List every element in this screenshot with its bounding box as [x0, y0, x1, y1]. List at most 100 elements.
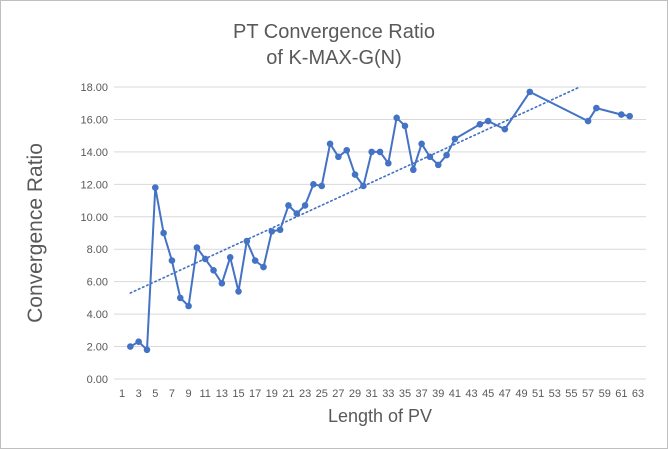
x-tick-label: 45 — [482, 388, 494, 400]
data-point — [343, 146, 351, 154]
y-tick-label: 10.00 — [80, 212, 108, 224]
x-tick-label: 51 — [532, 388, 544, 400]
x-axis-title: Length of PV — [328, 406, 432, 426]
data-point — [593, 104, 600, 112]
data-point — [484, 117, 492, 125]
x-tick-label: 39 — [432, 388, 444, 400]
y-tick-label: 12.00 — [80, 179, 108, 191]
data-point — [176, 294, 184, 302]
data-point — [193, 244, 201, 251]
x-tick-label: 9 — [186, 388, 192, 400]
y-tick-label: 2.00 — [87, 342, 108, 354]
data-point — [584, 117, 592, 125]
data-point — [393, 114, 400, 122]
x-tick-label: 53 — [549, 388, 561, 400]
data-point — [326, 140, 334, 148]
x-tick-label: 17 — [249, 388, 261, 400]
x-tick-label: 15 — [232, 388, 244, 400]
data-point — [276, 226, 284, 234]
x-axis-ticks: 1 3 5 7 9 11 13 15 17 19 21 23 25 27 29 31 33 35 37 39 41 43 4… — [119, 388, 644, 400]
series-group — [127, 88, 633, 354]
data-point — [210, 267, 217, 274]
data-point — [318, 182, 326, 190]
x-tick-label: 57 — [582, 388, 594, 400]
x-tick-label: 49 — [515, 388, 527, 400]
data-point — [626, 112, 633, 120]
data-point — [409, 166, 417, 174]
data-point — [251, 257, 259, 264]
data-point — [285, 202, 292, 209]
data-point — [127, 343, 134, 350]
data-point — [434, 161, 442, 169]
x-tick-label: 27 — [332, 388, 344, 400]
x-tick-label: 37 — [415, 388, 427, 400]
y-tick-label: 4.00 — [87, 309, 108, 321]
data-point — [401, 122, 409, 130]
data-point — [418, 140, 425, 148]
x-tick-label: 21 — [282, 388, 294, 400]
y-tick-label: 16.00 — [80, 114, 108, 126]
y-axis-title: Convergence Ratio — [24, 143, 47, 323]
data-point — [201, 255, 209, 263]
y-tick-label: 0.00 — [87, 374, 108, 386]
y-tick-label: 6.00 — [87, 277, 108, 289]
data-point — [143, 346, 151, 354]
grid-lines — [114, 86, 646, 380]
series-line — [129, 90, 630, 351]
x-tick-label: 7 — [169, 388, 175, 400]
data-point — [618, 111, 625, 118]
data-point — [310, 181, 317, 188]
x-tick-label: 61 — [615, 388, 627, 400]
data-point — [443, 151, 450, 159]
x-tick-label: 29 — [349, 388, 361, 400]
data-point — [135, 338, 142, 345]
data-point — [293, 210, 301, 217]
x-tick-label: 55 — [565, 388, 577, 400]
data-point — [160, 229, 167, 237]
data-point — [218, 279, 226, 287]
data-point — [335, 153, 342, 161]
data-point — [260, 263, 267, 271]
chart-subtitle: of K-MAX-G(N) — [266, 47, 402, 69]
x-tick-label: 11 — [200, 388, 211, 400]
x-tick-label: 1 — [119, 388, 125, 400]
x-tick-label: 31 — [366, 388, 378, 400]
data-point — [360, 182, 367, 190]
data-point — [526, 88, 534, 96]
data-point — [268, 228, 276, 235]
x-tick-label: 41 — [449, 388, 461, 400]
x-tick-label: 47 — [499, 388, 511, 400]
x-tick-label: 19 — [266, 388, 278, 400]
data-point — [476, 121, 484, 128]
x-tick-label: 33 — [382, 388, 394, 400]
data-point — [501, 125, 509, 133]
x-tick-label: 35 — [399, 388, 411, 400]
data-point — [243, 237, 251, 245]
x-tick-label: 25 — [316, 388, 328, 400]
data-point — [385, 159, 392, 167]
x-tick-label: 13 — [216, 388, 228, 400]
y-tick-label: 14.00 — [80, 147, 108, 159]
x-tick-label: 3 — [136, 388, 142, 400]
x-tick-label: 59 — [599, 388, 611, 400]
x-tick-label: 5 — [152, 388, 158, 400]
x-tick-label: 63 — [632, 388, 644, 400]
data-point — [351, 171, 359, 178]
data-point — [426, 153, 434, 161]
data-point — [226, 254, 234, 261]
data-point — [376, 148, 384, 156]
y-tick-label: 18.00 — [80, 82, 108, 94]
data-point — [301, 202, 309, 209]
data-point — [185, 302, 192, 310]
data-point — [368, 148, 375, 156]
x-tick-label: 23 — [299, 388, 311, 400]
x-tick-label: 43 — [465, 388, 477, 400]
chart-title: PT Convergence Ratio — [233, 21, 435, 43]
data-point — [151, 184, 159, 191]
data-point — [235, 288, 242, 295]
y-tick-label: 8.00 — [87, 244, 108, 256]
data-point — [451, 135, 459, 143]
y-axis-ticks: 0.00 2.00 4.00 6.00 8.00 10.00 12.00 14.00 16.00… — [80, 82, 108, 386]
